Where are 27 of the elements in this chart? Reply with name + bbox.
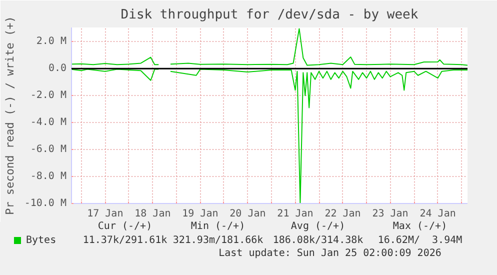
text: Last update: Sun Jan 25 02:00:09 2026 xyxy=(218,247,442,261)
y-tick-label: -4.0 M xyxy=(30,117,66,128)
text: 321.93m/181.66k xyxy=(172,234,264,248)
x-tick-label: 21 Jan xyxy=(277,208,314,220)
text: Cur (-/+) xyxy=(98,220,152,234)
text: 16.62M/ 3.94M xyxy=(378,234,462,248)
x-tick-label: 18 Jan xyxy=(134,208,171,220)
y-tick-label: -8.0 M xyxy=(30,171,66,182)
x-tick-label: 22 Jan xyxy=(324,208,361,220)
x-tick-label: 24 Jan xyxy=(420,208,456,220)
x-tick-label: 23 Jan xyxy=(372,208,408,220)
y-tick-label: 2.0 M xyxy=(36,36,67,48)
chart-title: Disk throughput for /dev/sda - by week xyxy=(120,8,418,22)
y-tick-label: -6.0 M xyxy=(30,144,66,156)
y-tick-label: -2.0 M xyxy=(30,90,66,102)
text: 186.08k/314.38k xyxy=(272,234,364,248)
y-tick-label: 0.0 xyxy=(48,63,66,74)
text: Max (-/+) xyxy=(392,220,448,234)
legend-label: Bytes xyxy=(26,234,56,248)
x-tick-label: 17 Jan xyxy=(87,208,124,220)
text: Min (-/+) xyxy=(190,220,246,234)
x-tick-label: 19 Jan xyxy=(182,208,218,220)
text: Avg (-/+) xyxy=(290,220,346,234)
x-tick-label: 20 Jan xyxy=(230,208,266,220)
y-axis-title: Pr second read (-) / write (+) xyxy=(3,16,16,215)
y-tick-label: -10.0 M xyxy=(24,198,67,209)
text: 11.37k/291.61k xyxy=(82,234,168,248)
